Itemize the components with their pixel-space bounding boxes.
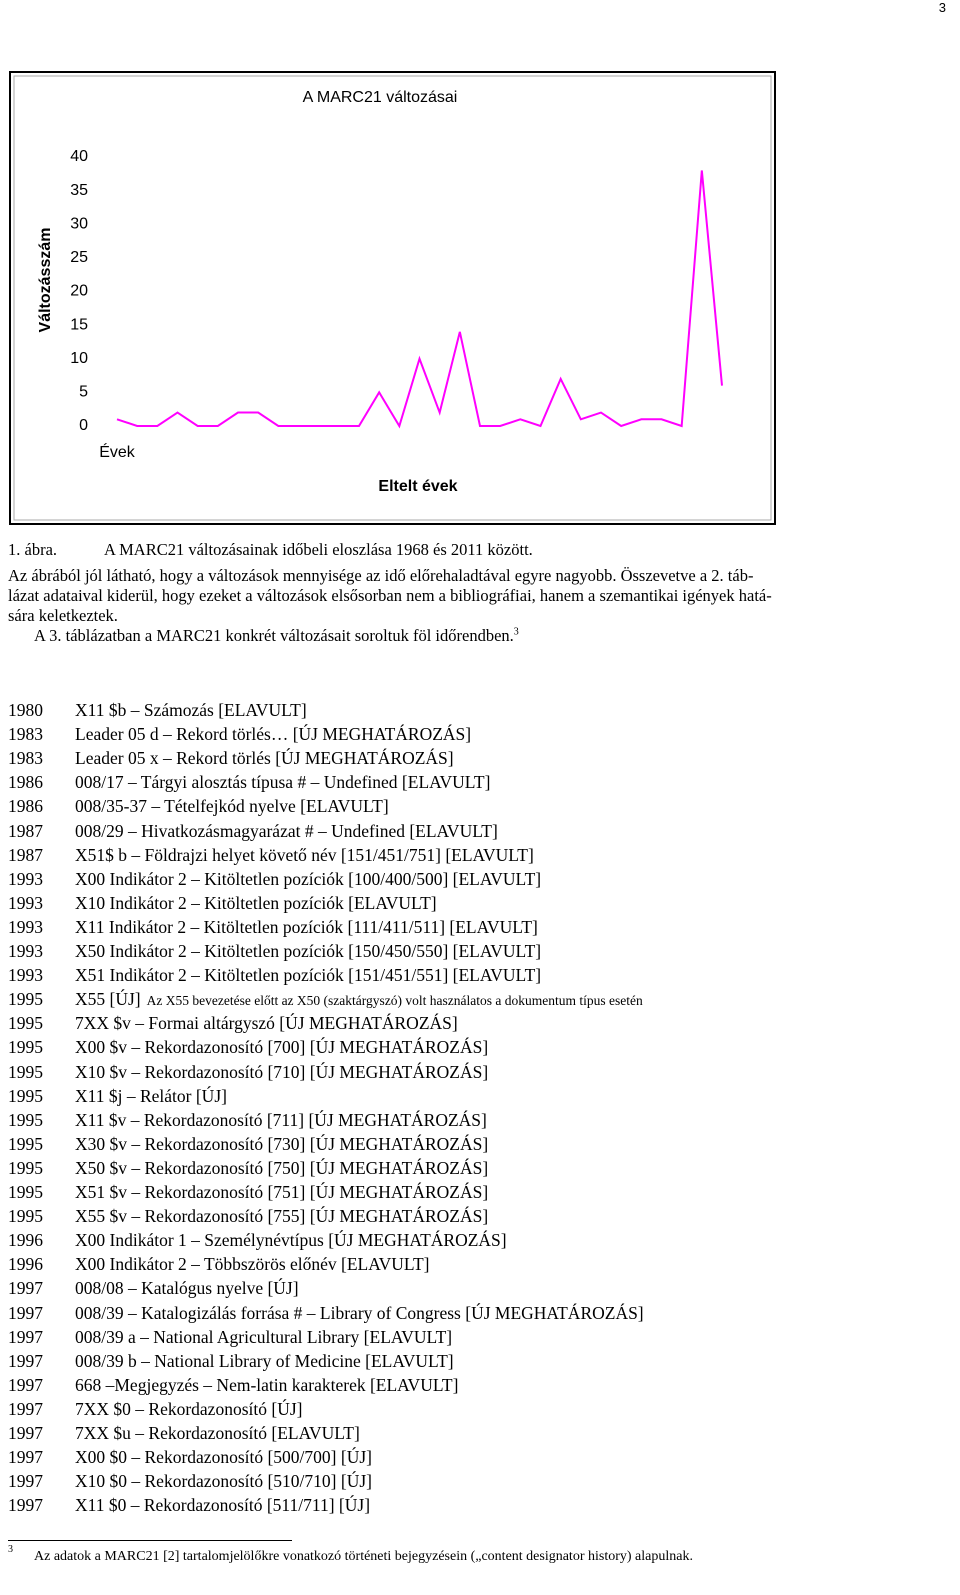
entry-year: 1993: [8, 892, 43, 913]
x-tick-label: Évek: [99, 442, 136, 461]
footnote-mark: 3: [8, 1544, 13, 1555]
entry-year: 1980: [8, 700, 43, 720]
entry-text: 668 –Megjegyzés – Nem-latin karakterek […: [75, 1374, 459, 1395]
entry-text: X11 Indikátor 2 – Kitöltetlen pozíciók […: [75, 916, 538, 937]
entry-text: 008/39 – Katalogizálás forrása # – Libra…: [75, 1302, 644, 1323]
chart-inner-frame: [13, 75, 772, 521]
entry-text: X10 $0 – Rekordazonosító [510/710] [ÚJ]: [75, 1471, 372, 1492]
entry-year: 1995: [8, 1085, 43, 1106]
y-tick-label: 10: [70, 350, 88, 367]
entry-text: X30 $v – Rekordazonosító [730] [ÚJ MEGHA…: [75, 1133, 489, 1154]
entry-year: 1995: [8, 1133, 43, 1154]
entry-text: X10 Indikátor 2 – Kitöltetlen pozíciók […: [75, 892, 437, 913]
entry-text: X55 [ÚJ] Az X55 bevezetése előtt az X50 (…: [75, 989, 643, 1010]
entry-text: 008/35-37 – Tételfejkód nyelve [ELAVULT]: [75, 796, 389, 817]
entry-year: 1997: [8, 1495, 43, 1516]
entry-year: 1997: [8, 1471, 43, 1492]
y-tick-label: 35: [70, 182, 88, 199]
footnote-rule: [8, 1540, 292, 1541]
y-tick-label: 15: [70, 316, 88, 333]
y-tick-label: 5: [79, 384, 88, 401]
chart-frame: [9, 71, 776, 525]
entry-year: 1983: [8, 748, 43, 769]
paragraph-text: A 3. táblázatban a MARC21 konkrét változ…: [34, 626, 514, 645]
entry-text: X00 $v – Rekordazonosító [700] [ÚJ MEGHA…: [75, 1037, 489, 1058]
paragraph-line: sára keletkeztek.: [8, 606, 118, 625]
entry-text: 7XX $v – Formai altárgyszó [ÚJ MEGHATÁRO…: [75, 1013, 458, 1034]
entry-text: X11 $0 – Rekordazonosító [511/711] [ÚJ]: [75, 1495, 371, 1516]
entry-year: 1995: [8, 1109, 43, 1130]
y-tick-label: 25: [70, 249, 88, 266]
entry-year: 1997: [8, 1423, 43, 1443]
entry-text: X11 $v – Rekordazonosító [711] [ÚJ MEGHA…: [75, 1109, 487, 1130]
footnote-text: Az adatok a MARC21 [2] tartalomjelölőkre…: [34, 1549, 693, 1564]
paragraph-line: Az ábrából jól látható, hogy a változáso…: [8, 566, 754, 585]
entry-text: X51 Indikátor 2 – Kitöltetlen pozíciók […: [75, 965, 542, 986]
entry-text: X50 $v – Rekordazonosító [750] [ÚJ MEGHA…: [75, 1157, 489, 1178]
y-tick-label: 40: [70, 148, 88, 165]
entry-text: X51$ b – Földrajzi helyet követő név [15…: [75, 844, 534, 865]
entry-year: 1996: [8, 1254, 43, 1275]
entry-year: 1995: [8, 1206, 43, 1227]
entry-text: X00 Indikátor 2 – Többszörös előnév [ELA…: [75, 1254, 430, 1275]
entry-text: 008/39 b – National Library of Medicine …: [75, 1350, 454, 1371]
paragraph: A 3. táblázatban a MARC21 konkrét változ…: [34, 626, 519, 646]
entry-year: 1995: [8, 1157, 43, 1178]
entry-text: X00 Indikátor 1 – Személynévtípus [ÚJ ME…: [75, 1230, 507, 1251]
entry-year: 1997: [8, 1447, 43, 1468]
line: [116, 170, 723, 429]
y-axis-title: Változásszám: [37, 228, 54, 333]
footnote-ref: 3: [513, 626, 519, 638]
entry-text: X10 $v – Rekordazonosító [710] [ÚJ MEGHA…: [75, 1061, 489, 1082]
entry-year: 1993: [8, 868, 43, 889]
y-tick-label: 0: [79, 417, 88, 434]
chart: A MARC21 változásai Változásszám Eltelt …: [9, 71, 776, 525]
page-number: 3: [938, 0, 946, 15]
entry-text: Leader 05 x – Rekord törlés [ÚJ MEGHATÁR…: [75, 748, 454, 769]
entry-text: X11 $j – Relátor [ÚJ]: [75, 1085, 227, 1106]
entry-year: 1993: [8, 916, 43, 937]
entry-text: X51 $v – Rekordazonosító [751] [ÚJ MEGHA…: [75, 1182, 489, 1202]
entry-year: 1997: [8, 1278, 43, 1299]
entry-year: 1995: [8, 1037, 43, 1058]
entry-year: 1995: [8, 1061, 43, 1082]
x-axis-title: Eltelt évek: [378, 478, 457, 495]
entry-year: 1997: [8, 1326, 43, 1347]
entry-text: X50 Indikátor 2 – Kitöltetlen pozíciók […: [75, 941, 542, 961]
entry-year: 1997: [8, 1350, 43, 1371]
entry-year: 1995: [8, 1182, 43, 1202]
chart-title: A MARC21 változásai: [303, 89, 458, 106]
entry-text: 008/08 – Katalógus nyelve [ÚJ]: [75, 1278, 299, 1299]
entry-year: 1993: [8, 965, 43, 986]
entry-text: 008/29 – Hivatkozásmagyarázat # – Undefi…: [75, 820, 498, 841]
entry-text: 7XX $u – Rekordazonosító [ELAVULT]: [75, 1423, 360, 1443]
caption-text: A MARC21 változásainak időbeli eloszlása…: [104, 540, 533, 559]
entry-year: 1983: [8, 724, 43, 745]
entry-year: 1986: [8, 772, 43, 793]
entry-text: 008/17 – Tárgyi alosztás típusa # – Unde…: [75, 772, 491, 793]
entry-note: Az X55 bevezetése előtt az X50 (szaktárg…: [146, 993, 643, 1009]
entry-text: Leader 05 d – Rekord törlés… [ÚJ MEGHATÁ…: [75, 724, 472, 745]
caption-label: 1. ábra.: [8, 540, 58, 559]
y-tick-label: 30: [70, 215, 88, 232]
entry-year: 1996: [8, 1230, 43, 1251]
entry-year: 1995: [8, 1013, 43, 1034]
entry-year: 1997: [8, 1374, 43, 1395]
entry-year: 1997: [8, 1398, 43, 1419]
entry-text: 7XX $0 – Rekordazonosító [ÚJ]: [75, 1398, 303, 1419]
entry-year: 1995: [8, 989, 43, 1010]
entry-year: 1993: [8, 941, 43, 961]
entry-year: 1986: [8, 796, 43, 817]
entry-text: X00 $0 – Rekordazonosító [500/700] [ÚJ]: [75, 1447, 372, 1468]
paragraph-line: lázat adataival kiderül, hogy ezeket a v…: [8, 586, 772, 605]
entry-text: X55 $v – Rekordazonosító [755] [ÚJ MEGHA…: [75, 1206, 489, 1227]
entry-text: X11 $b – Számozás [ELAVULT]: [75, 700, 307, 720]
y-tick-label: 20: [70, 283, 88, 300]
entry-year: 1987: [8, 844, 43, 865]
entry-text: X00 Indikátor 2 – Kitöltetlen pozíciók […: [75, 868, 542, 889]
entry-text: 008/39 a – National Agricultural Library…: [75, 1326, 453, 1347]
entry-year: 1987: [8, 820, 43, 841]
entry-year: 1997: [8, 1302, 43, 1323]
